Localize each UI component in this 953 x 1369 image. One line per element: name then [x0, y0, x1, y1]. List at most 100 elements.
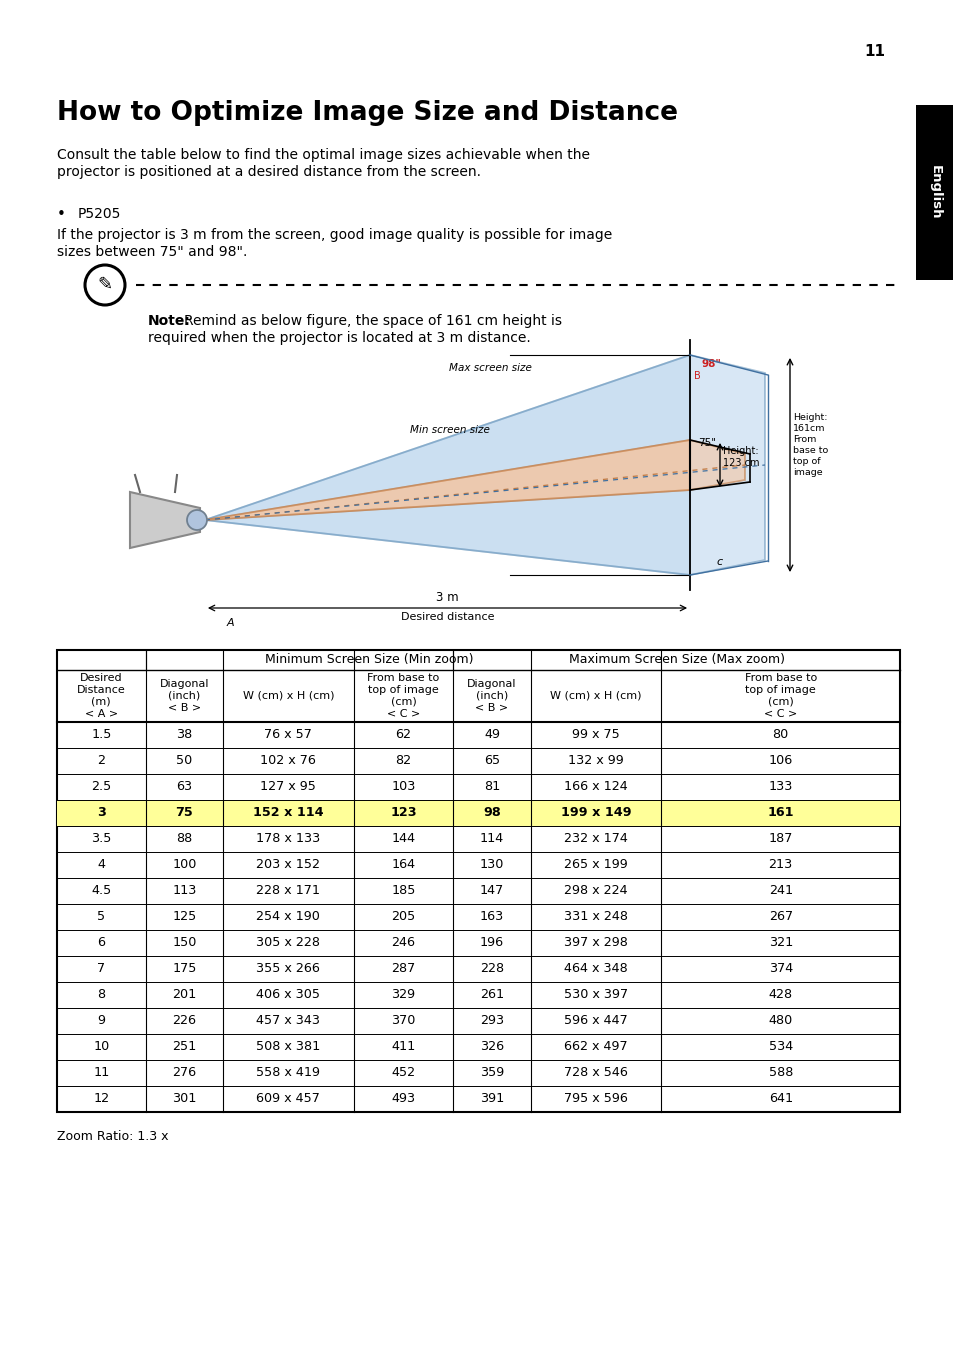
Text: 4.5: 4.5 [91, 884, 112, 898]
Text: 81: 81 [483, 780, 499, 794]
Text: 6: 6 [97, 936, 105, 950]
Text: 75: 75 [175, 806, 193, 820]
Text: 391: 391 [479, 1092, 503, 1106]
Polygon shape [205, 439, 744, 520]
Text: 12: 12 [93, 1092, 110, 1106]
Text: 728 x 546: 728 x 546 [563, 1066, 627, 1080]
Text: 480: 480 [768, 1014, 792, 1028]
Text: 452: 452 [391, 1066, 416, 1080]
Text: 2.5: 2.5 [91, 780, 112, 794]
Text: 213: 213 [768, 858, 792, 872]
Text: 232 x 174: 232 x 174 [563, 832, 627, 846]
Text: 114: 114 [479, 832, 503, 846]
Text: 355 x 266: 355 x 266 [256, 962, 320, 976]
Text: 329: 329 [391, 988, 416, 1002]
Text: 228 x 171: 228 x 171 [256, 884, 320, 898]
Text: Diagonal
(inch)
< B >: Diagonal (inch) < B > [159, 679, 209, 713]
Text: 125: 125 [172, 910, 196, 924]
Text: 370: 370 [391, 1014, 416, 1028]
Text: 199 x 149: 199 x 149 [560, 806, 631, 820]
Text: •: • [57, 207, 66, 222]
Text: 261: 261 [479, 988, 503, 1002]
Text: 254 x 190: 254 x 190 [256, 910, 320, 924]
Text: B: B [693, 371, 700, 381]
Text: 65: 65 [483, 754, 499, 768]
Text: 3 m: 3 m [436, 591, 458, 604]
Text: Remind as below figure, the space of 161 cm height is: Remind as below figure, the space of 161… [184, 314, 561, 329]
Text: 9: 9 [97, 1014, 105, 1028]
Text: 152 x 114: 152 x 114 [253, 806, 323, 820]
Text: Diagonal
(inch)
< B >: Diagonal (inch) < B > [467, 679, 517, 713]
Text: c: c [717, 557, 722, 567]
Text: 163: 163 [479, 910, 503, 924]
Text: Max screen size: Max screen size [448, 363, 531, 372]
Text: 2: 2 [97, 754, 105, 768]
Text: 293: 293 [479, 1014, 503, 1028]
Bar [57, 799, 899, 826]
Text: 795 x 596: 795 x 596 [563, 1092, 627, 1106]
Text: Zoom Ratio: 1.3 x: Zoom Ratio: 1.3 x [57, 1129, 169, 1143]
Text: Consult the table below to find the optimal image sizes achievable when the: Consult the table below to find the opti… [57, 148, 589, 162]
Text: 301: 301 [172, 1092, 196, 1106]
Text: 164: 164 [391, 858, 416, 872]
Text: Min screen size: Min screen size [410, 424, 490, 435]
Text: 99 x 75: 99 x 75 [572, 728, 619, 742]
Text: 428: 428 [768, 988, 792, 1002]
Text: 98": 98" [701, 359, 721, 370]
Text: 641: 641 [768, 1092, 792, 1106]
Text: 406 x 305: 406 x 305 [256, 988, 320, 1002]
Text: 4: 4 [97, 858, 105, 872]
Text: English: English [927, 166, 941, 220]
Text: 374: 374 [768, 962, 792, 976]
Text: 596 x 447: 596 x 447 [563, 1014, 627, 1028]
Text: 80: 80 [772, 728, 788, 742]
Text: 298 x 224: 298 x 224 [563, 884, 627, 898]
Text: 161: 161 [766, 806, 793, 820]
Text: Height:
123 cm: Height: 123 cm [722, 446, 759, 468]
Text: 534: 534 [768, 1040, 792, 1054]
Text: required when the projector is located at 3 m distance.: required when the projector is located a… [148, 331, 530, 345]
Text: 82: 82 [395, 754, 411, 768]
Text: 530 x 397: 530 x 397 [563, 988, 627, 1002]
Circle shape [187, 511, 207, 530]
Text: 196: 196 [479, 936, 503, 950]
Text: W (cm) x H (cm): W (cm) x H (cm) [242, 691, 334, 701]
Text: sizes between 75" and 98".: sizes between 75" and 98". [57, 245, 247, 259]
Text: 662 x 497: 662 x 497 [563, 1040, 627, 1054]
Text: 3: 3 [96, 806, 106, 820]
Text: 276: 276 [172, 1066, 196, 1080]
Text: 558 x 419: 558 x 419 [256, 1066, 320, 1080]
Text: 50: 50 [176, 754, 193, 768]
Text: 1.5: 1.5 [91, 728, 112, 742]
Text: Height:
161cm
From
base to
top of
image: Height: 161cm From base to top of image [792, 412, 827, 478]
Text: 241: 241 [768, 884, 792, 898]
Text: Note:: Note: [148, 314, 191, 329]
Text: Maximum Screen Size (Max zoom): Maximum Screen Size (Max zoom) [568, 653, 783, 667]
Text: 127 x 95: 127 x 95 [260, 780, 316, 794]
Polygon shape [205, 439, 689, 520]
Text: 100: 100 [172, 858, 196, 872]
Text: 331 x 248: 331 x 248 [563, 910, 627, 924]
Text: 3.5: 3.5 [91, 832, 112, 846]
Text: 63: 63 [176, 780, 193, 794]
Text: 175: 175 [172, 962, 196, 976]
Text: W (cm) x H (cm): W (cm) x H (cm) [550, 691, 641, 701]
Polygon shape [130, 491, 200, 548]
Text: P5205: P5205 [78, 207, 121, 220]
Text: How to Optimize Image Size and Distance: How to Optimize Image Size and Distance [57, 100, 678, 126]
Text: 75": 75" [698, 438, 716, 448]
Text: 265 x 199: 265 x 199 [563, 858, 627, 872]
Text: 62: 62 [395, 728, 411, 742]
Text: 201: 201 [172, 988, 196, 1002]
Text: 11: 11 [93, 1066, 110, 1080]
Text: 10: 10 [93, 1040, 110, 1054]
Text: 49: 49 [483, 728, 499, 742]
Text: 130: 130 [479, 858, 503, 872]
Text: 144: 144 [391, 832, 416, 846]
Polygon shape [205, 355, 764, 575]
Text: 106: 106 [768, 754, 792, 768]
Bar [915, 105, 953, 281]
Text: 203 x 152: 203 x 152 [256, 858, 320, 872]
Text: 609 x 457: 609 x 457 [256, 1092, 320, 1106]
Text: 147: 147 [479, 884, 503, 898]
